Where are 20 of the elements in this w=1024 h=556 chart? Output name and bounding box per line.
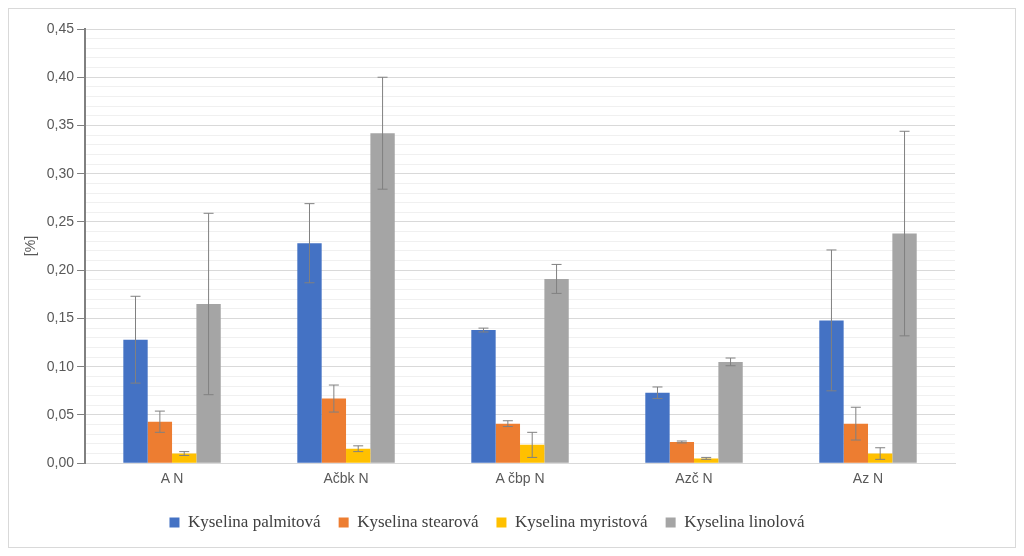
- y-tick-label: 0,05: [46, 405, 75, 422]
- legend-label: Kyselina linolová: [684, 511, 805, 531]
- y-tick-label: 0,30: [46, 164, 75, 181]
- y-tick-label: 0,20: [46, 261, 75, 278]
- x-tick-label: Az N: [852, 470, 884, 487]
- y-axis-title: [%]: [22, 235, 39, 257]
- y-tick-label: 0,10: [46, 357, 75, 374]
- y-tick-label: 0,35: [46, 116, 75, 133]
- x-tick-label: A N: [160, 470, 184, 487]
- y-tick-label: 0,40: [46, 68, 75, 85]
- y-tick-label: 0,00: [46, 454, 75, 471]
- x-tick-label: Ačbk N: [323, 470, 369, 487]
- legend-label: Kyselina stearová: [357, 511, 479, 531]
- y-tick-label: 0,25: [46, 212, 75, 229]
- x-tick-label: Azč N: [675, 470, 713, 487]
- legend-label: Kyselina myristová: [514, 511, 649, 531]
- x-tick-label: A čbp N: [495, 470, 545, 487]
- legend-label: Kyselina palmitová: [187, 511, 322, 531]
- y-tick-label: 0,45: [46, 19, 75, 36]
- y-tick-label: 0,15: [46, 309, 75, 326]
